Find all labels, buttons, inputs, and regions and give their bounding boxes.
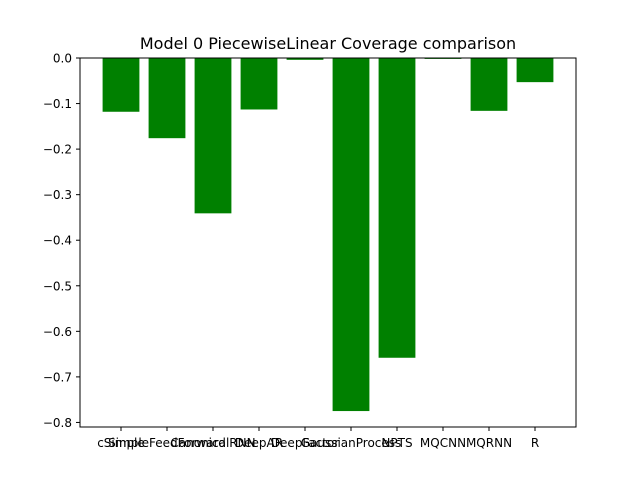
y-tick-label: −0.4 [43, 234, 72, 248]
bar-gaussianprocess [332, 58, 370, 412]
y-tick-label: −0.6 [43, 325, 72, 339]
bar-r [516, 58, 554, 83]
x-tick-label: DeepAR [235, 436, 283, 450]
bars-layer [102, 58, 554, 412]
y-tick-label: −0.2 [43, 143, 72, 157]
y-tick-label: −0.7 [43, 370, 72, 384]
x-tick-label: SimpleFeedForward [108, 436, 226, 450]
bar-canonicalrnn [194, 58, 232, 214]
x-tick-label: cSimple [97, 436, 145, 450]
x-tick-label: CanonicalRNN [170, 436, 255, 450]
bar-simplefeedforward [148, 58, 186, 139]
plot-frame [79, 57, 577, 428]
y-tick-label: −0.8 [43, 416, 72, 430]
x-tick-label: NPTS [381, 436, 412, 450]
x-tick-label: R [531, 436, 539, 450]
y-tick-label: −0.5 [43, 279, 72, 293]
bar-mqrnn [470, 58, 508, 111]
y-axis: 0.0 −0.1 −0.2 −0.3 −0.4 −0.5 −0.6 −0.7 −0.8 [43, 52, 80, 430]
x-tick-label: MQCNN [420, 436, 466, 450]
bar-deepar [240, 58, 278, 110]
x-tick-label: DeepFactor [271, 436, 339, 450]
bar-csimple [102, 58, 140, 112]
x-tick-label: MQRNN [466, 436, 512, 450]
chart-title: Model 0 PiecewiseLinear Coverage compari… [140, 34, 516, 53]
y-tick-label: −0.3 [43, 188, 72, 202]
x-axis: cSimpleSimpleFeedForwardCanonicalRNNDeep… [97, 427, 539, 450]
bar-npts [378, 58, 416, 358]
bar-deepfactor [286, 58, 324, 60]
x-tick-label: GaussianProcess [301, 436, 402, 450]
y-tick-label: 0.0 [53, 52, 72, 66]
y-tick-label: −0.1 [43, 97, 72, 111]
